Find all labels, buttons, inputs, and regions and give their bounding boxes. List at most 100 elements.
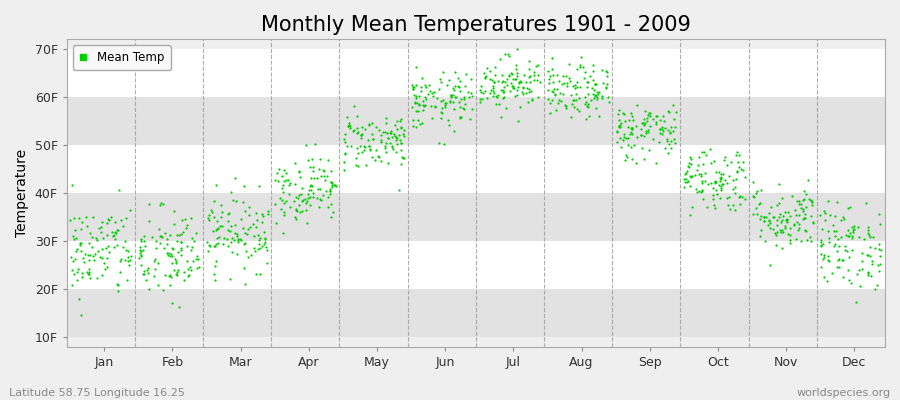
Point	[562, 61, 576, 68]
Point	[763, 220, 778, 227]
Point	[541, 86, 555, 93]
Point	[208, 258, 222, 264]
Point	[405, 82, 419, 88]
Point	[135, 271, 149, 277]
Point	[845, 235, 859, 242]
Point	[580, 79, 594, 86]
Point	[779, 216, 794, 223]
Point	[505, 71, 519, 77]
Point	[236, 199, 250, 206]
Point	[372, 154, 386, 160]
Point	[845, 247, 859, 253]
Point	[601, 99, 616, 105]
Point	[655, 113, 670, 120]
Point	[852, 234, 867, 240]
Point	[151, 260, 166, 266]
Point	[714, 182, 728, 189]
Point	[698, 169, 712, 176]
Point	[556, 91, 571, 97]
Point	[240, 226, 255, 232]
Point	[559, 73, 573, 79]
Point	[827, 228, 842, 234]
Point	[364, 154, 379, 160]
Point	[695, 188, 709, 194]
Point	[646, 136, 661, 142]
Point	[282, 176, 296, 183]
Point	[509, 92, 524, 98]
Point	[214, 214, 229, 220]
Point	[563, 114, 578, 120]
Point	[276, 230, 291, 236]
Point	[560, 80, 574, 86]
Point	[384, 144, 399, 151]
Point	[669, 109, 683, 115]
Point	[434, 98, 448, 104]
Point	[482, 90, 497, 96]
Point	[706, 196, 721, 203]
Point	[780, 231, 795, 237]
Point	[862, 253, 877, 259]
Point	[639, 130, 653, 137]
Point	[726, 177, 741, 184]
Point	[587, 86, 601, 93]
Point	[160, 240, 175, 247]
Point	[384, 130, 399, 136]
Point	[384, 134, 399, 140]
Point	[406, 92, 420, 98]
Point	[796, 196, 811, 202]
Point	[371, 152, 385, 159]
Point	[422, 82, 436, 88]
Point	[618, 118, 633, 124]
Point	[172, 232, 186, 238]
Point	[624, 109, 638, 116]
Point	[660, 136, 674, 142]
Point	[209, 182, 223, 188]
Point	[572, 64, 587, 70]
Point	[247, 233, 261, 239]
Point	[109, 230, 123, 236]
Point	[697, 148, 711, 155]
Point	[373, 127, 387, 133]
Point	[586, 91, 600, 97]
Point	[521, 99, 535, 105]
Point	[390, 118, 404, 124]
Point	[618, 135, 633, 141]
Point	[359, 162, 374, 168]
Point	[550, 72, 564, 78]
Point	[704, 180, 718, 186]
Point	[664, 138, 679, 144]
Point	[376, 129, 391, 135]
Point	[249, 210, 264, 216]
Point	[201, 248, 215, 254]
Point	[542, 76, 556, 82]
Point	[499, 105, 513, 112]
Point	[695, 149, 709, 155]
Point	[571, 66, 585, 72]
Point	[238, 248, 253, 255]
Point	[324, 168, 338, 174]
Point	[775, 227, 789, 233]
Point	[772, 211, 787, 217]
Point	[612, 107, 626, 113]
Point	[610, 139, 625, 146]
Point	[213, 202, 228, 208]
Point	[453, 104, 467, 110]
Point	[694, 189, 708, 196]
Point	[140, 267, 154, 273]
Point	[364, 130, 379, 137]
Point	[864, 272, 878, 279]
Point	[252, 237, 266, 244]
Point	[683, 183, 698, 189]
Point	[464, 116, 478, 123]
Point	[700, 204, 715, 210]
Point	[176, 229, 190, 236]
Point	[454, 114, 468, 120]
Point	[832, 243, 847, 249]
Point	[224, 239, 238, 245]
Point	[70, 277, 85, 283]
Point	[271, 178, 285, 185]
Point	[390, 134, 404, 141]
Point	[321, 194, 336, 201]
Point	[180, 242, 194, 249]
Point	[708, 168, 723, 175]
